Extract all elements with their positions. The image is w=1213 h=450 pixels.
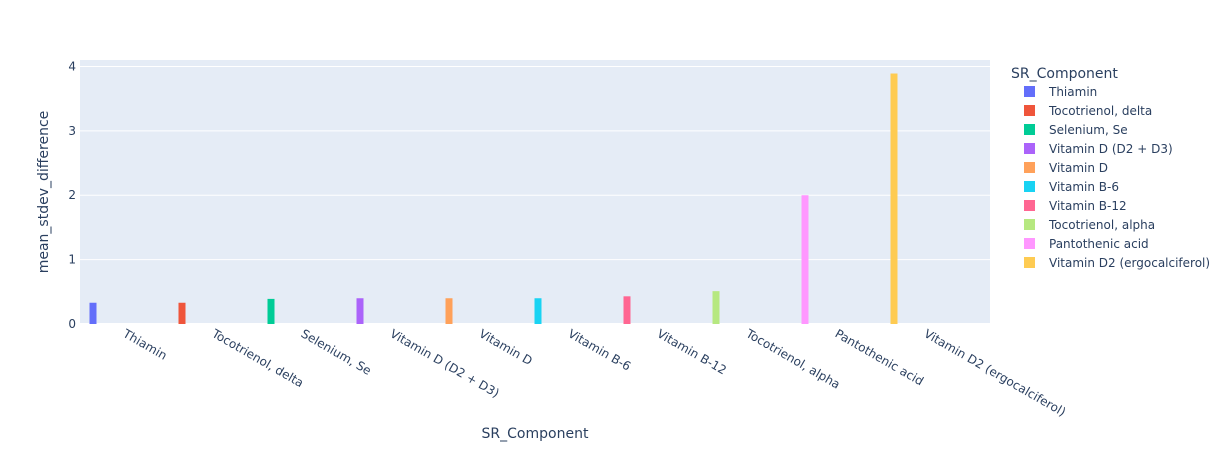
bar-vitamin-d-d2-d3[interactable] <box>356 298 364 324</box>
x-tick-label: Vitamin D <box>477 326 535 368</box>
legend-swatch[interactable] <box>1024 257 1035 268</box>
bar-tocotrienol-delta[interactable] <box>178 302 186 324</box>
x-axis-title: SR_Component <box>482 426 589 442</box>
y-tick-label: 0 <box>68 317 76 331</box>
bar-vitamin-d[interactable] <box>445 298 453 324</box>
x-tick-label: Tocotrienol, delta <box>209 326 306 390</box>
legend-label[interactable]: Vitamin B-12 <box>1049 199 1127 213</box>
legend-swatch[interactable] <box>1024 105 1035 116</box>
legend-label[interactable]: Thiamin <box>1048 85 1097 99</box>
plot-background <box>80 60 990 324</box>
x-tick-label: Vitamin B-12 <box>655 326 729 377</box>
legend-label[interactable]: Vitamin D (D2 + D3) <box>1049 142 1173 156</box>
x-tick-label: Pantothenic acid <box>833 326 926 388</box>
legend-label[interactable]: Tocotrienol, delta <box>1048 104 1152 118</box>
legend-swatch[interactable] <box>1024 219 1035 230</box>
x-tick-label: Thiamin <box>120 326 170 363</box>
y-tick-label: 1 <box>68 253 76 267</box>
legend-label[interactable]: Selenium, Se <box>1049 123 1128 137</box>
legend-label[interactable]: Tocotrienol, alpha <box>1048 218 1155 232</box>
bar-pantothenic-acid[interactable] <box>801 195 809 324</box>
legend-swatch[interactable] <box>1024 181 1035 192</box>
x-tick-label: Vitamin B-6 <box>566 326 634 373</box>
legend-title: SR_Component <box>1011 66 1118 82</box>
legend-swatch[interactable] <box>1024 200 1035 211</box>
y-tick-label: 4 <box>68 59 76 73</box>
legend-swatch[interactable] <box>1024 162 1035 173</box>
legend-label[interactable]: Vitamin D <box>1049 161 1108 175</box>
bar-selenium-se[interactable] <box>267 298 275 324</box>
bar-vitamin-b-12[interactable] <box>623 296 631 324</box>
y-axis-title: mean_stdev_difference <box>36 111 52 274</box>
y-tick-label: 2 <box>68 188 76 202</box>
x-tick-label: Selenium, Se <box>299 326 374 377</box>
x-tick-label: Tocotrienol, alpha <box>743 326 843 392</box>
bars <box>89 73 898 325</box>
legend-label[interactable]: Vitamin B-6 <box>1049 180 1119 194</box>
x-tick-label: Vitamin D2 (ergocalciferol) <box>922 326 1068 419</box>
legend-swatch[interactable] <box>1024 238 1035 249</box>
legend-label[interactable]: Pantothenic acid <box>1049 237 1149 251</box>
y-axis-ticks: 0 1 2 3 4 <box>68 59 76 331</box>
bar-vitamin-d2-ergocalciferol[interactable] <box>890 73 898 325</box>
legend-swatch[interactable] <box>1024 124 1035 135</box>
legend-label[interactable]: Vitamin D2 (ergocalciferol) <box>1049 256 1210 270</box>
legend-swatch[interactable] <box>1024 86 1035 97</box>
bar-tocotrienol-alpha[interactable] <box>712 291 720 324</box>
y-tick-label: 3 <box>68 124 76 138</box>
legend-swatch[interactable] <box>1024 143 1035 154</box>
bar-thiamin[interactable] <box>89 302 97 324</box>
legend: SR_Component Thiamin Tocotrienol, delta Se… <box>1011 66 1210 270</box>
bar-vitamin-b-6[interactable] <box>534 298 542 324</box>
legend-items: Thiamin Tocotrienol, delta Selenium, Se Vit… <box>1024 85 1210 270</box>
